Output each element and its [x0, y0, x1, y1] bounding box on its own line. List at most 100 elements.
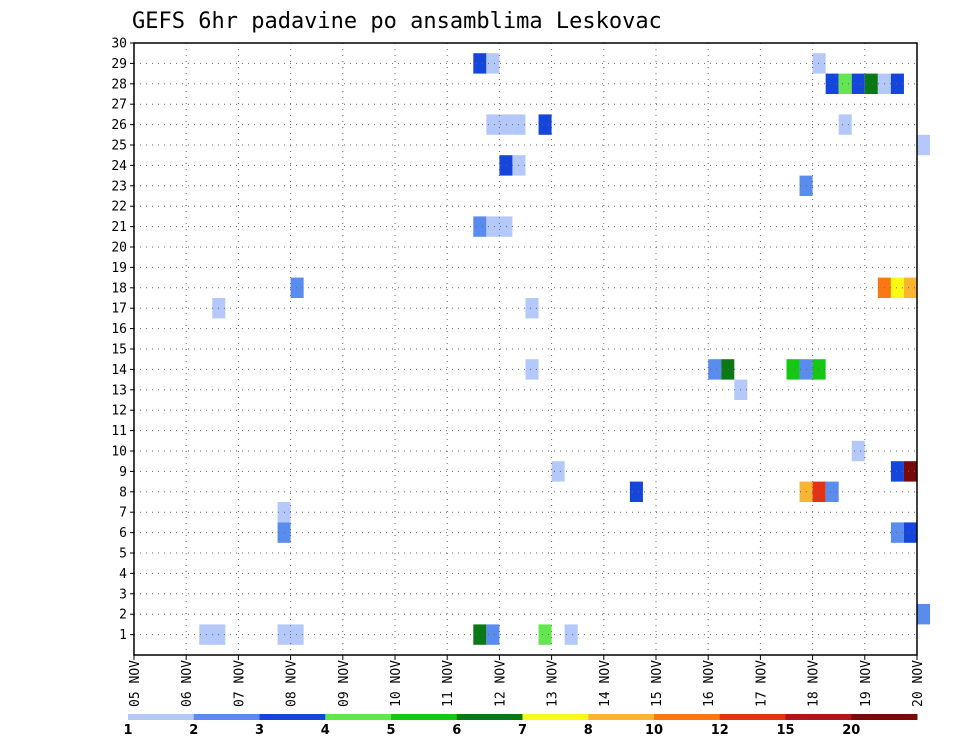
colorbar-segment	[193, 714, 260, 720]
precip-cell	[903, 277, 917, 298]
y-tick-label: 28	[111, 77, 127, 92]
x-tick-label: 08 NOV	[285, 660, 300, 707]
colorbar-segment	[325, 714, 392, 720]
x-tick-label: 17 NOV	[754, 660, 769, 707]
x-axis: 05 NOV 06 NOV 07 NOV 08 NOV 09 NOV 10 NOV 11 N…	[128, 655, 926, 707]
colorbar-segment	[259, 714, 326, 720]
y-tick-label: 3	[119, 587, 127, 602]
y-tick-label: 6	[119, 526, 127, 541]
precip-cell	[812, 481, 826, 502]
colorbar-label: 8	[584, 723, 593, 738]
colorbar-label: 15	[776, 723, 794, 738]
precip-cell	[290, 277, 304, 298]
precip-cell	[486, 114, 513, 135]
colorbar-label: 3	[255, 723, 264, 738]
colorbar-label: 4	[321, 723, 330, 738]
y-tick-label: 19	[111, 261, 127, 276]
y-tick-label: 2	[119, 608, 127, 623]
x-tick-label: 05 NOV	[128, 660, 143, 707]
x-tick-label: 13 NOV	[546, 660, 561, 707]
precip-cell	[890, 73, 904, 94]
y-tick-label: 18	[111, 281, 127, 296]
colorbar-segment	[522, 714, 589, 720]
y-tick-label: 17	[111, 302, 127, 317]
y-tick-label: 1	[119, 628, 127, 643]
x-tick-label: 18 NOV	[807, 660, 822, 707]
y-tick-label: 12	[111, 404, 127, 419]
precip-cell	[629, 481, 643, 502]
colorbar-label: 12	[711, 723, 729, 738]
x-tick-label: 11 NOV	[441, 660, 456, 707]
precip-cell	[551, 461, 565, 482]
precip-cell	[825, 481, 839, 502]
x-tick-label: 15 NOV	[650, 660, 665, 707]
precip-cell	[851, 440, 865, 462]
precip-cell	[825, 73, 839, 94]
y-tick-label: 27	[111, 98, 127, 113]
precip-cell	[525, 359, 539, 380]
grid-layer	[134, 42, 917, 655]
precip-cell	[917, 134, 931, 156]
precip-cell	[890, 522, 904, 543]
precip-cell	[812, 53, 826, 74]
precip-cell	[473, 53, 487, 74]
colorbar-label: 1	[123, 723, 132, 738]
colorbar-segment	[851, 714, 918, 720]
y-axis: 1234567891011121314151617181920212223242…	[111, 37, 134, 643]
precip-cell	[499, 155, 513, 176]
precip-cell	[838, 114, 852, 135]
y-tick-label: 21	[111, 220, 127, 235]
y-tick-label: 29	[111, 57, 127, 72]
colorbar-label: 5	[386, 723, 395, 738]
y-tick-label: 20	[111, 241, 127, 256]
colorbar-label: 7	[518, 723, 527, 738]
y-tick-label: 7	[119, 506, 127, 521]
colorbar-label: 6	[452, 723, 461, 738]
y-tick-label: 11	[111, 424, 127, 439]
cells-layer	[199, 53, 931, 645]
precip-cell	[903, 522, 917, 543]
precip-cell	[708, 359, 722, 380]
precip-cell	[903, 461, 917, 482]
precip-cell	[564, 624, 578, 645]
precip-cell	[486, 216, 513, 237]
precip-cell	[812, 359, 826, 380]
colorbar-segment	[654, 714, 721, 720]
x-tick-label: 16 NOV	[702, 660, 717, 707]
y-tick-label: 25	[111, 139, 127, 154]
precip-cell	[486, 624, 500, 645]
colorbar-label: 2	[189, 723, 198, 738]
precip-cell	[851, 73, 865, 94]
y-tick-label: 5	[119, 547, 127, 562]
colorbar-segment	[719, 714, 786, 720]
chart-title: GEFS 6hr padavine po ansamblima Leskovac	[132, 9, 662, 34]
y-tick-label: 10	[111, 445, 127, 460]
precip-cell	[473, 216, 487, 237]
y-tick-label: 14	[111, 363, 127, 378]
x-tick-label: 12 NOV	[493, 660, 508, 707]
y-tick-label: 30	[111, 37, 127, 52]
x-tick-label: 19 NOV	[859, 660, 874, 707]
colorbar-label: 10	[645, 723, 663, 738]
colorbar-label: 20	[842, 723, 860, 738]
precip-cell	[538, 624, 552, 645]
colorbar-segment	[588, 714, 655, 720]
precip-cell	[538, 114, 552, 135]
precip-cell	[890, 461, 904, 482]
x-tick-label: 10 NOV	[389, 660, 404, 707]
precip-cell	[786, 359, 800, 380]
y-tick-label: 16	[111, 322, 127, 337]
y-tick-label: 4	[119, 567, 127, 582]
x-tick-label: 07 NOV	[232, 660, 247, 707]
y-tick-label: 13	[111, 383, 127, 398]
precip-cell	[838, 73, 852, 94]
y-tick-label: 9	[119, 465, 127, 480]
y-tick-label: 15	[111, 343, 127, 358]
precip-cell	[525, 298, 539, 319]
precip-cell	[864, 73, 878, 94]
y-tick-label: 26	[111, 118, 127, 133]
colorbar-segment	[128, 714, 195, 720]
x-tick-label: 09 NOV	[337, 660, 352, 707]
colorbar: 1 2 3 4 5 6 7 8 10 12 15 20	[123, 714, 918, 738]
